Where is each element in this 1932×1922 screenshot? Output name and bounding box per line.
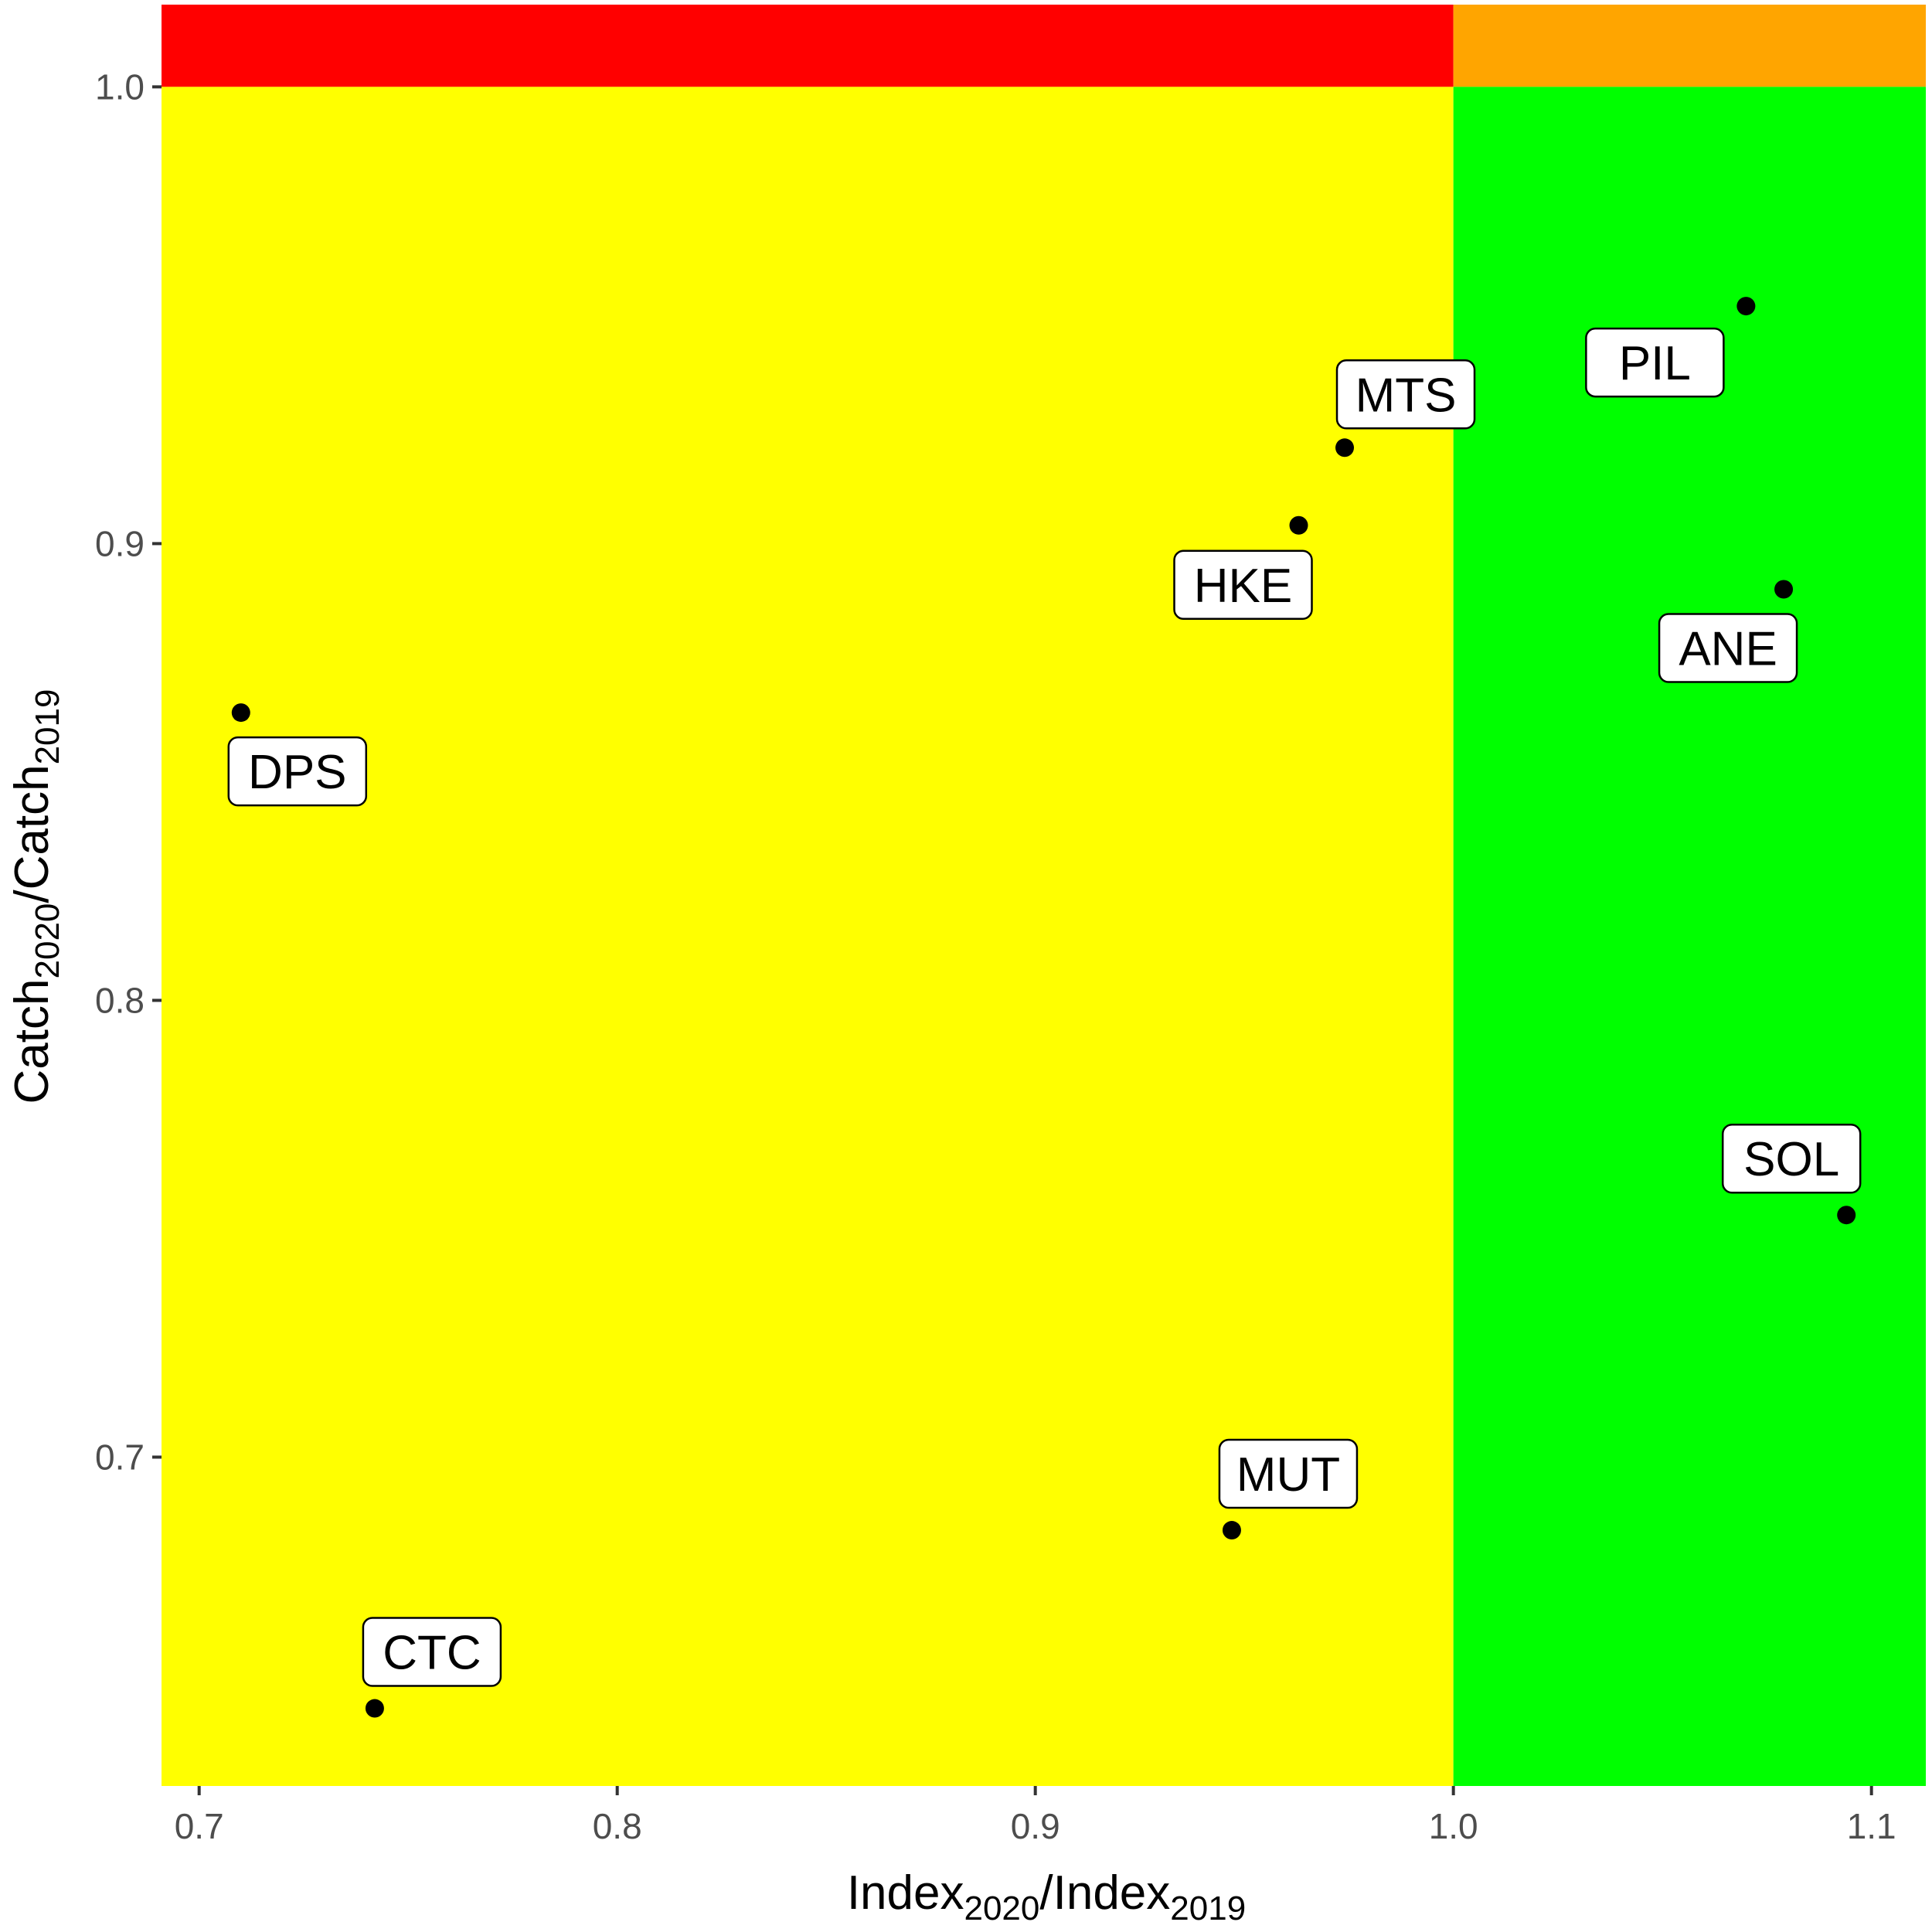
- point-label-text: MUT: [1236, 1448, 1340, 1502]
- point-label-text: PIL: [1619, 337, 1691, 390]
- point-label-text: DPS: [248, 746, 346, 799]
- point-label-box: [1658, 613, 1798, 683]
- x-axis: 0.7 0.8 0.9 1.0 1.1: [175, 1786, 1896, 1846]
- y-tick-label: 0.7: [95, 1437, 145, 1477]
- y-tick-label: 0.9: [95, 523, 145, 563]
- data-point-pil: PIL: [1585, 297, 1756, 398]
- point-label-text: HKE: [1194, 560, 1292, 613]
- y-tick-label: 1.0: [95, 66, 145, 107]
- background-zones: [162, 5, 1926, 1787]
- point-label-box: [362, 1617, 502, 1687]
- data-point-dps: DPS: [227, 703, 368, 807]
- point-label-box: [1585, 327, 1725, 398]
- y-axis: 0.7 0.8 0.9 1.0: [95, 66, 162, 1477]
- point-label-text: ANE: [1679, 623, 1777, 676]
- point-label-text: MTS: [1355, 369, 1457, 422]
- point-label-box: [1721, 1123, 1862, 1194]
- x-tick-label: 1.0: [1429, 1806, 1478, 1846]
- point-marker-icon: [1837, 1206, 1856, 1225]
- x-axis-title: Index2020/Index2019: [847, 1866, 1246, 1922]
- point-label-box: [227, 736, 368, 807]
- point-marker-icon: [1774, 580, 1794, 599]
- data-point-sol: SOL: [1721, 1123, 1862, 1225]
- data-points: PIL MTS HKE ANE DPS SOL MUT CTC: [227, 297, 1862, 1718]
- point-label-box: [1173, 549, 1313, 621]
- x-tick-label: 1.1: [1847, 1806, 1896, 1846]
- point-label-text: CTC: [383, 1627, 481, 1680]
- y-tick-label: 0.8: [95, 980, 145, 1020]
- data-point-ctc: CTC: [362, 1617, 502, 1718]
- point-label-box: [1218, 1438, 1359, 1509]
- point-marker-icon: [231, 703, 250, 723]
- point-marker-icon: [1222, 1521, 1241, 1540]
- x-tick-label: 0.7: [175, 1806, 224, 1846]
- y-axis-title: Catch2020/Catch2019: [5, 689, 66, 1104]
- data-point-hke: HKE: [1173, 515, 1313, 621]
- data-point-mut: MUT: [1218, 1438, 1359, 1540]
- yellow-zone: [162, 87, 1454, 1787]
- point-marker-icon: [365, 1699, 384, 1718]
- point-marker-icon: [1736, 297, 1756, 316]
- point-label-box: [1335, 359, 1476, 430]
- red-zone: [162, 5, 1454, 87]
- orange-zone: [1453, 5, 1926, 87]
- point-marker-icon: [1289, 515, 1308, 535]
- x-tick-label: 0.8: [593, 1806, 642, 1846]
- point-marker-icon: [1335, 438, 1355, 458]
- point-label-text: SOL: [1743, 1133, 1839, 1186]
- data-point-mts: MTS: [1335, 359, 1476, 458]
- x-tick-label: 0.9: [1011, 1806, 1060, 1846]
- data-point-ane: ANE: [1658, 580, 1798, 683]
